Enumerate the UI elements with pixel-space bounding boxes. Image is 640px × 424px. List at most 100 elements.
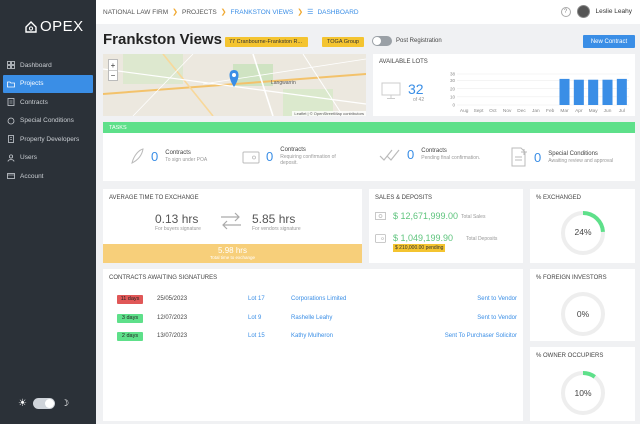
sidebar-item-contracts[interactable]: Contracts xyxy=(0,93,96,112)
task-subtitle: To sign under POA xyxy=(165,156,208,163)
tasks-card: 0 Contracts To sign under POA 0 Contracts… xyxy=(103,133,635,181)
address-chip[interactable]: 77 Cranbourne-Frankston R... xyxy=(225,37,308,47)
top-bar: NATIONAL LAW FIRM ❯ PROJECTS ❯ FRANKSTON… xyxy=(96,0,640,24)
vendors-time-value: 5.85 hrs xyxy=(252,212,296,226)
sidebar-item-account[interactable]: Account xyxy=(0,167,96,186)
account-icon xyxy=(7,172,15,180)
bar xyxy=(616,78,627,105)
party-link[interactable]: Rashelle Leahy xyxy=(291,315,333,321)
sparkle-icon xyxy=(7,117,15,125)
wallet-icon xyxy=(242,151,260,163)
foreign-investors-value: 0% xyxy=(576,309,590,319)
task-title: Special Conditions xyxy=(548,150,598,157)
breadcrumb-project[interactable]: FRANKSTON VIEWS xyxy=(230,8,294,16)
task-count: 0 xyxy=(266,149,274,164)
group-chip[interactable]: TOGA Group xyxy=(322,37,364,47)
exchanged-title: % EXCHANGED xyxy=(536,195,582,201)
total-time-label: Total time to exchange xyxy=(209,255,256,260)
foreign-investors-donut xyxy=(561,292,605,336)
sales-deposits-card: SALES & DEPOSITS $ 12,671,999.00 Total S… xyxy=(369,189,523,263)
available-lots-card: AVAILABLE LOTS 32 of 42 38 30 20 10 0 Aug Sept… xyxy=(373,54,635,116)
chevron-right-icon: ❯ xyxy=(297,9,304,16)
owner-occupiers-value: 10% xyxy=(574,388,592,398)
exchange-arrows-icon xyxy=(221,212,241,230)
total-sales-value: $ 12,671,999.00 xyxy=(393,211,459,221)
sidebar-item-dashboard[interactable]: Dashboard xyxy=(0,56,96,75)
breadcrumb-projects[interactable]: PROJECTS xyxy=(182,8,217,16)
x-tick-label: Jul xyxy=(619,108,625,114)
sidebar-item-projects[interactable]: Projects xyxy=(3,74,93,93)
user-menu[interactable]: ? Leslie Leahy xyxy=(560,5,633,18)
double-check-icon xyxy=(379,149,400,161)
table-row[interactable]: 2 days 13/07/2023 Lot 15 Kathy Mulheron … xyxy=(117,331,517,341)
x-tick-label: Mar xyxy=(560,108,569,114)
tasks-header: TASKS xyxy=(103,122,635,133)
total-deposits-value: $ 1,049,199.90 xyxy=(393,233,454,243)
status-link[interactable]: Sent To Purchaser Solicitor xyxy=(444,333,517,339)
lot-link[interactable]: Lot 17 xyxy=(248,296,265,302)
zoom-in-button[interactable]: + xyxy=(110,60,116,70)
avatar[interactable] xyxy=(576,5,590,18)
dark-mode-toggle[interactable] xyxy=(32,398,55,409)
task-special-conditions[interactable]: 0 Special Conditions Awaiting review and … xyxy=(510,147,613,167)
chevron-right-icon: ❯ xyxy=(172,9,178,16)
task-final-confirmation[interactable]: 0 Contracts Pending final confirmation. xyxy=(379,147,480,162)
task-subtitle-2: deposit. xyxy=(280,160,298,166)
table-row[interactable]: 3 days 12/07/2023 Lot 9 Rashelle Leahy S… xyxy=(117,313,517,323)
wallet-icon xyxy=(375,234,386,243)
user-name[interactable]: Leslie Leahy xyxy=(595,8,633,15)
status-link[interactable]: Sent to Vendor xyxy=(477,296,517,302)
total-time-bar: 5.98 hrs Total time to exchange xyxy=(103,244,362,263)
exchanged-donut xyxy=(561,211,605,255)
lot-link[interactable]: Lot 15 xyxy=(248,333,265,339)
task-sign-poa[interactable]: 0 Contracts To sign under POA xyxy=(129,147,207,165)
party-link[interactable]: Corporations Limited xyxy=(291,296,347,302)
breadcrumb-firm[interactable]: NATIONAL LAW FIRM xyxy=(103,8,169,16)
sidebar-item-label: Projects xyxy=(20,80,44,88)
vendors-time-label: For vendors signature xyxy=(252,226,301,232)
y-tick-label: 38 xyxy=(450,72,456,77)
party-link[interactable]: Kathy Mulheron xyxy=(291,333,334,339)
app-logo[interactable]: OPEX xyxy=(24,18,84,35)
task-confirm-deposit[interactable]: 0 Contracts Requiring confirmation of depo… xyxy=(242,147,336,166)
x-tick-label: Nov xyxy=(503,108,512,114)
map-zoom-control: + − xyxy=(108,59,118,81)
status-link[interactable]: Sent to Vendor xyxy=(477,315,517,321)
help-icon[interactable]: ? xyxy=(560,6,571,17)
average-time-card: AVERAGE TIME TO EXCHANGE 0.13 hrs For bu… xyxy=(103,189,362,263)
total-sales-label: Total Sales xyxy=(461,214,486,220)
grid-icon xyxy=(7,61,15,70)
lot-link[interactable]: Lot 9 xyxy=(248,315,262,321)
task-subtitle: Requiring confirmation of xyxy=(280,154,336,160)
y-tick-label: 10 xyxy=(450,94,456,99)
pending-deposits-badge: $ 210,000.00 pending xyxy=(393,244,446,252)
available-lots-count: 32 xyxy=(408,81,424,97)
bar xyxy=(573,79,584,105)
x-tick-label: Sept xyxy=(474,108,485,114)
task-subtitle: Awaiting review and approval xyxy=(548,157,614,164)
sidebar-item-label: Users xyxy=(20,154,37,162)
theme-switch: ☀ ☽ xyxy=(18,398,69,409)
donut-fill xyxy=(561,371,605,415)
table-row[interactable]: 11 days 25/05/2023 Lot 17 Corporations L… xyxy=(117,294,517,304)
zoom-out-button[interactable]: − xyxy=(109,70,117,80)
users-icon xyxy=(7,154,15,162)
foreign-investors-title: % FOREIGN INVESTORS xyxy=(536,275,607,281)
sidebar-nav: Dashboard Projects Contracts Special Con… xyxy=(0,56,96,186)
sidebar-item-special-conditions[interactable]: Special Conditions xyxy=(0,112,96,131)
sidebar-item-property-developers[interactable]: Property Developers xyxy=(0,130,96,149)
sales-deposits-title: SALES & DEPOSITS xyxy=(375,195,433,201)
breadcrumb-dashboard[interactable]: DASHBOARD xyxy=(317,8,359,16)
new-contract-button[interactable]: New Contract xyxy=(583,35,635,48)
project-map[interactable]: Langwarrin + − Leaflet | © OpenStreetMap… xyxy=(103,54,366,116)
sidebar: OPEX Dashboard Projects Contracts Specia… xyxy=(0,0,96,424)
moon-icon: ☽ xyxy=(60,398,70,408)
map-attribution[interactable]: Leaflet | © OpenStreetMap contributors xyxy=(292,111,366,116)
available-lots-title: AVAILABLE LOTS xyxy=(379,59,428,65)
sidebar-item-users[interactable]: Users xyxy=(0,149,96,168)
exchanged-value: 24% xyxy=(574,227,592,237)
x-tick-label: Dec xyxy=(517,108,526,114)
bar xyxy=(602,79,613,105)
post-registration-toggle[interactable] xyxy=(372,36,392,46)
